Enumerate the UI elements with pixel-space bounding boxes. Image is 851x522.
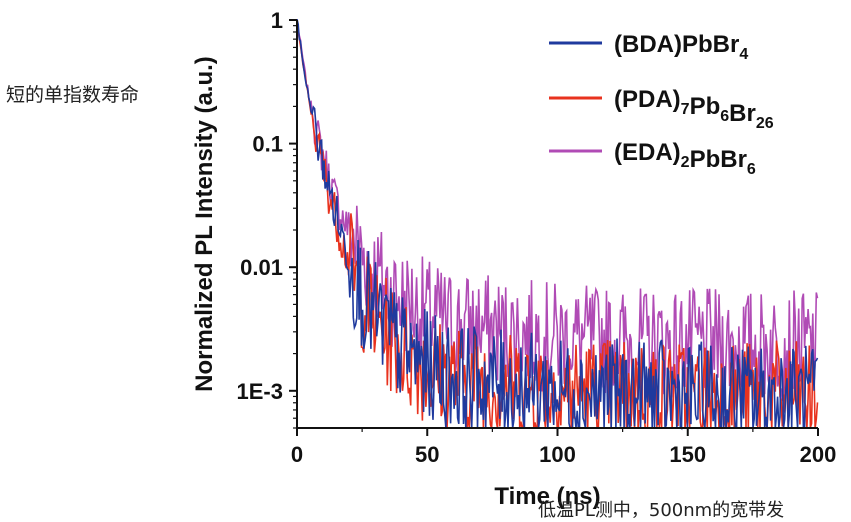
x-tick-label: 0 [291,442,303,467]
y-tick-label: 0.1 [252,132,283,157]
x-axis-title: Time (ns) [494,483,600,510]
y-axis-title: Normalized PL Intensity (a.u.) [191,56,218,392]
y-tick-label: 1 [271,8,283,33]
x-tick-label: 50 [415,442,439,467]
legend-label-1: (PDA)7Pb6Br26 [614,86,774,132]
legend: (BDA)PbBr4 (PDA)7Pb6Br26 (EDA)2PbBr6 [549,31,774,178]
legend-label-2: (EDA)2PbBr6 [614,139,756,178]
x-tick-label: 200 [800,442,837,467]
y-tick-label: 0.01 [240,255,283,280]
side-note-text: 短的单指数寿命 [6,84,140,106]
bottom-note-text: 低温PL测中，500nm的宽带发 [538,500,785,521]
legend-label-0: (BDA)PbBr4 [614,31,748,63]
x-tick-label: 150 [669,442,706,467]
y-tick-label: 1E-3 [237,379,283,404]
x-axis-ticks: 0 50 100 150 200 [291,428,836,467]
series-line-0 [296,19,819,431]
x-tick-label: 100 [539,442,576,467]
series-line-2 [296,19,819,401]
y-axis-ticks: 1 0.1 0.01 1E-3 [237,8,297,429]
chart-svg: 1 0.1 0.01 1E-3 0 50 100 150 200 Normalized PL … [191,8,836,510]
plot-area [296,19,819,431]
